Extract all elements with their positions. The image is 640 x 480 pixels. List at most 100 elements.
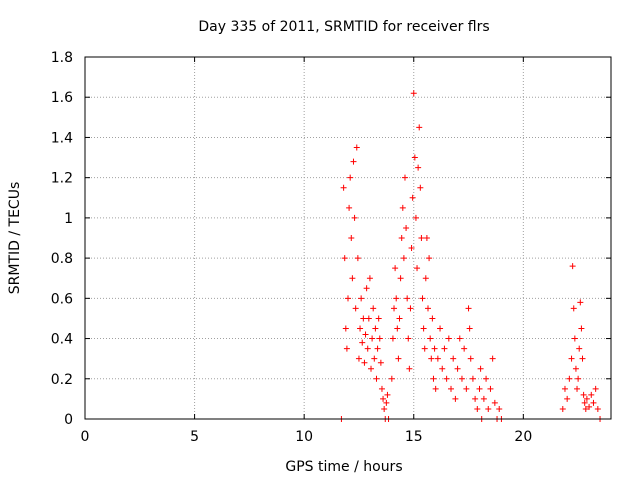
data-point xyxy=(417,184,424,191)
data-point xyxy=(419,295,426,302)
data-point xyxy=(458,375,465,382)
data-point xyxy=(411,154,418,161)
data-point xyxy=(466,325,473,332)
data-point xyxy=(424,305,431,312)
data-point xyxy=(496,405,503,412)
y-tick-label: 1.6 xyxy=(51,90,73,106)
chart-title: Day 335 of 2011, SRMTID for receiver flr… xyxy=(198,19,489,35)
data-point xyxy=(364,345,371,352)
data-point xyxy=(397,275,404,282)
data-point xyxy=(437,325,444,332)
data-point xyxy=(448,385,455,392)
data-point xyxy=(384,391,391,398)
data-point xyxy=(395,355,402,362)
data-point xyxy=(450,355,457,362)
data-point xyxy=(359,339,366,346)
data-point xyxy=(391,305,398,312)
data-point xyxy=(396,315,403,322)
x-tick-label: 15 xyxy=(405,429,423,445)
y-tick-label: 1.2 xyxy=(51,171,73,187)
data-point xyxy=(572,365,579,372)
data-point xyxy=(357,325,364,332)
data-point xyxy=(582,405,589,412)
data-point xyxy=(559,405,566,412)
data-point xyxy=(392,265,399,272)
data-point xyxy=(348,235,355,241)
data-point xyxy=(564,395,571,402)
data-point xyxy=(583,395,590,402)
data-point xyxy=(350,158,357,165)
data-point xyxy=(389,335,396,342)
data-point xyxy=(423,235,430,241)
y-tick-label: 0.2 xyxy=(51,372,73,388)
data-point xyxy=(576,345,583,352)
data-point xyxy=(418,235,425,241)
data-point xyxy=(465,305,472,312)
data-point xyxy=(581,399,588,406)
y-tick-label: 0.8 xyxy=(51,251,73,267)
data-point xyxy=(369,335,376,342)
data-point xyxy=(483,375,490,382)
data-point xyxy=(401,174,408,181)
data-point xyxy=(577,299,584,306)
data-point xyxy=(376,335,383,342)
data-point xyxy=(361,359,368,366)
data-point xyxy=(380,395,387,402)
data-point xyxy=(388,375,395,382)
data-point xyxy=(374,345,381,352)
data-point xyxy=(363,285,370,292)
x-tick-label: 5 xyxy=(190,429,199,445)
data-point xyxy=(372,325,379,332)
data-point xyxy=(371,355,378,362)
data-point xyxy=(416,124,423,131)
data-point xyxy=(476,385,483,392)
data-point xyxy=(354,255,361,262)
data-point xyxy=(588,391,595,398)
data-point xyxy=(487,385,494,392)
data-point xyxy=(394,325,401,332)
data-point xyxy=(398,235,405,241)
data-point xyxy=(570,305,577,312)
y-tick-label: 1.8 xyxy=(51,50,73,66)
data-point xyxy=(439,365,446,372)
data-point xyxy=(590,399,597,406)
data-point xyxy=(422,275,429,282)
data-point xyxy=(373,375,380,382)
data-point xyxy=(421,345,428,352)
data-point xyxy=(415,164,422,171)
data-point xyxy=(409,194,416,201)
data-point xyxy=(428,355,435,362)
data-point xyxy=(412,214,419,221)
y-axis-label: SRMTID / TECUs xyxy=(7,182,23,295)
data-point xyxy=(566,375,573,382)
data-point xyxy=(467,355,474,362)
data-point xyxy=(408,245,415,252)
data-point xyxy=(432,385,439,392)
x-tick-label: 0 xyxy=(81,429,90,445)
data-point xyxy=(463,385,470,392)
data-point xyxy=(443,375,450,382)
data-point xyxy=(445,335,452,342)
data-point xyxy=(594,405,601,412)
data-point xyxy=(575,375,582,382)
data-point xyxy=(366,275,373,282)
data-point xyxy=(452,395,459,402)
plot-border xyxy=(84,56,612,420)
data-point xyxy=(561,385,568,392)
data-point xyxy=(429,315,436,322)
data-point xyxy=(474,405,481,412)
x-axis-label: GPS time / hours xyxy=(285,459,402,475)
data-point xyxy=(477,365,484,372)
data-point xyxy=(342,325,349,332)
data-point xyxy=(568,355,575,362)
data-point xyxy=(347,174,354,181)
data-point xyxy=(365,315,372,322)
data-point xyxy=(427,335,434,342)
data-point xyxy=(355,355,362,362)
data-point xyxy=(469,375,476,382)
data-point xyxy=(340,184,347,191)
data-point xyxy=(383,399,390,406)
x-tick-label: 10 xyxy=(295,429,313,445)
